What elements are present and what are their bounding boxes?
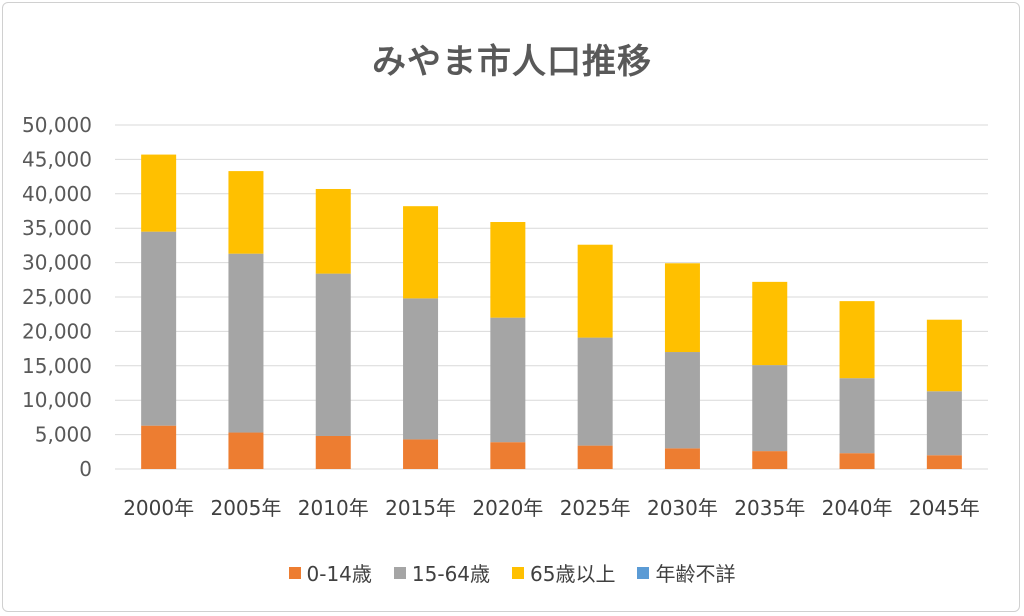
bar-segment <box>664 448 700 469</box>
bar-segment <box>315 273 351 436</box>
bar-segment <box>752 451 788 469</box>
bar-segment <box>315 188 351 274</box>
bar-segment <box>664 263 700 353</box>
bar-segment <box>577 244 613 338</box>
bar-segment <box>228 171 264 254</box>
y-tick-label: 50,000 <box>22 113 92 137</box>
bar-segment <box>926 319 962 392</box>
bar-segment <box>577 445 613 469</box>
bar-segment <box>839 453 875 469</box>
bar-segment <box>926 391 962 456</box>
bar-segment <box>752 281 788 366</box>
y-tick-label: 0 <box>79 457 92 481</box>
legend-label: 0-14歳 <box>306 562 372 586</box>
bar-segment <box>577 337 613 446</box>
y-tick-label: 30,000 <box>22 251 92 275</box>
legend-label: 15-64歳 <box>411 562 491 586</box>
bar-segment <box>315 435 351 469</box>
legend-item: 65歳以上 <box>512 558 615 587</box>
x-tick-label: 2015年 <box>385 496 456 520</box>
bar-segment <box>839 378 875 454</box>
bar-segment <box>141 231 177 426</box>
bar-segment <box>403 206 439 299</box>
legend-item: 年齢不詳 <box>637 558 735 587</box>
chart-title: みやま市人口推移 <box>372 42 652 82</box>
y-tick-label: 10,000 <box>22 388 92 412</box>
x-tick-label: 2005年 <box>210 496 281 520</box>
legend-swatch <box>512 566 525 579</box>
legend-label: 年齢不詳 <box>655 562 736 586</box>
bar-segment <box>228 253 264 433</box>
legend-item: 0-14歳 <box>288 558 372 587</box>
chart-legend: 0-14歳 15-64歳 65歳以上 年齢不詳 <box>0 558 1024 587</box>
x-tick-label: 2010年 <box>298 496 369 520</box>
x-tick-label: 2020年 <box>472 496 543 520</box>
legend-label: 65歳以上 <box>530 562 616 586</box>
bar-segment <box>403 439 439 469</box>
legend-swatch <box>637 566 650 579</box>
y-tick-label: 15,000 <box>22 354 92 378</box>
legend-swatch <box>288 566 301 579</box>
y-tick-label: 35,000 <box>22 216 92 240</box>
y-tick-label: 20,000 <box>22 319 92 343</box>
bar-segment <box>403 298 439 440</box>
y-tick-label: 5,000 <box>35 423 92 447</box>
legend-swatch <box>393 566 406 579</box>
x-tick-label: 2045年 <box>909 496 980 520</box>
bar-segment <box>141 154 177 232</box>
y-tick-label: 45,000 <box>22 147 92 171</box>
bar-segment <box>490 442 526 469</box>
bar-segment <box>490 317 526 443</box>
bar-segment <box>839 301 875 379</box>
bar-segment <box>490 222 526 318</box>
bar-segment <box>228 432 264 469</box>
y-tick-label: 40,000 <box>22 182 92 206</box>
legend-item: 15-64歳 <box>393 558 491 587</box>
bar-segment <box>141 425 177 469</box>
bar-segment <box>664 352 700 449</box>
x-tick-label: 2030年 <box>647 496 718 520</box>
x-tick-label: 2025年 <box>560 496 631 520</box>
bar-segment <box>752 365 788 452</box>
x-tick-label: 2000年 <box>123 496 194 520</box>
y-tick-label: 25,000 <box>22 285 92 309</box>
x-tick-label: 2035年 <box>734 496 805 520</box>
x-tick-label: 2040年 <box>822 496 893 520</box>
bar-segment <box>926 455 962 469</box>
